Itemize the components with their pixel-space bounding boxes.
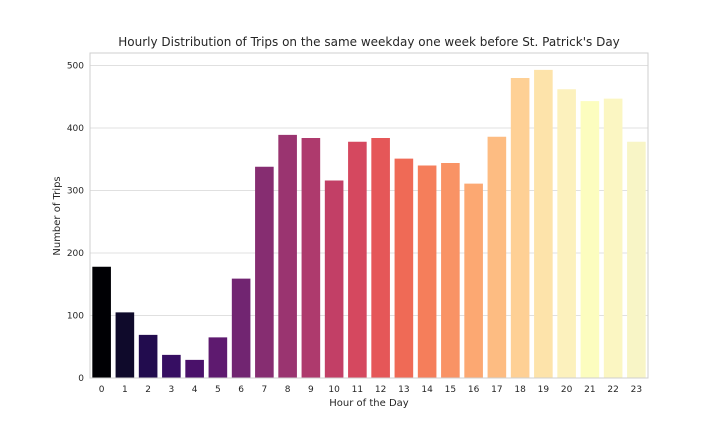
x-tick-label: 19	[538, 385, 550, 395]
bar-hour-15	[441, 163, 460, 378]
bars	[92, 69, 646, 378]
y-tick-label: 200	[67, 249, 84, 259]
bar-hour-9	[301, 138, 321, 378]
x-tick-label: 9	[308, 385, 314, 395]
y-tick-label: 0	[78, 374, 84, 384]
x-tick-label: 0	[99, 385, 105, 395]
y-tick-label: 100	[67, 312, 84, 322]
bar-hour-2	[138, 334, 158, 378]
bar-hour-4	[185, 359, 204, 378]
x-tick-label: 13	[398, 385, 409, 395]
x-axis-label: Hour of the Day	[329, 398, 409, 409]
bar-hour-8	[278, 134, 297, 378]
y-tick-label: 400	[67, 124, 84, 134]
bar-hour-7	[255, 166, 274, 378]
chart-title: Hourly Distribution of Trips on the same…	[118, 35, 620, 49]
x-tick-label: 10	[328, 385, 340, 395]
bar-hour-20	[557, 89, 576, 378]
x-tick-label: 17	[491, 385, 502, 395]
y-axis-label: Number of Trips	[52, 176, 63, 255]
x-tick-label: 3	[169, 385, 175, 395]
x-tick-label: 21	[584, 385, 595, 395]
y-tick-label: 500	[67, 62, 84, 72]
x-tick-label: 16	[468, 385, 480, 395]
x-tick-label: 5	[215, 385, 221, 395]
x-tick-label: 12	[375, 385, 386, 395]
bar-hour-13	[394, 158, 414, 378]
x-tick-label: 2	[145, 385, 151, 395]
bar-hour-23	[627, 141, 646, 378]
x-tick-label: 15	[445, 385, 456, 395]
x-tick-label: 14	[421, 385, 433, 395]
x-tick-label: 8	[285, 385, 291, 395]
x-tick-label: 20	[561, 385, 573, 395]
x-tick-label: 7	[262, 385, 268, 395]
bar-hour-11	[348, 141, 367, 378]
x-tick-label: 1	[122, 385, 128, 395]
x-tick-label: 4	[192, 385, 198, 395]
bar-hour-3	[162, 354, 181, 378]
bar-hour-18	[510, 78, 530, 378]
bar-hour-5	[208, 337, 228, 378]
bar-hour-17	[487, 136, 507, 378]
x-tick-label: 18	[514, 385, 526, 395]
bar-hour-10	[324, 180, 344, 378]
bar-hour-16	[464, 183, 483, 378]
bar-hour-19	[534, 69, 553, 378]
bar-hour-12	[371, 138, 390, 378]
x-tick-label: 23	[631, 385, 642, 395]
x-tick-label: 6	[238, 385, 244, 395]
x-tick-label: 11	[352, 385, 363, 395]
bar-hour-6	[231, 278, 251, 378]
bar-hour-21	[580, 101, 600, 378]
x-axis-ticks: 0 1 2 3 4 5 6 7 8 9 10 11 12 13 14 15 16 17 18 19 20 21 22 23	[99, 385, 642, 395]
bar-hour-0	[92, 266, 111, 378]
bar-hour-14	[417, 165, 437, 378]
y-tick-label: 300	[67, 187, 84, 197]
plot-frame	[89, 52, 649, 379]
y-axis-ticks: 0 100 200 300 400 500	[67, 62, 84, 385]
bar-hour-22	[603, 98, 623, 378]
bar-hour-1	[115, 312, 135, 378]
x-tick-label: 22	[607, 385, 618, 395]
